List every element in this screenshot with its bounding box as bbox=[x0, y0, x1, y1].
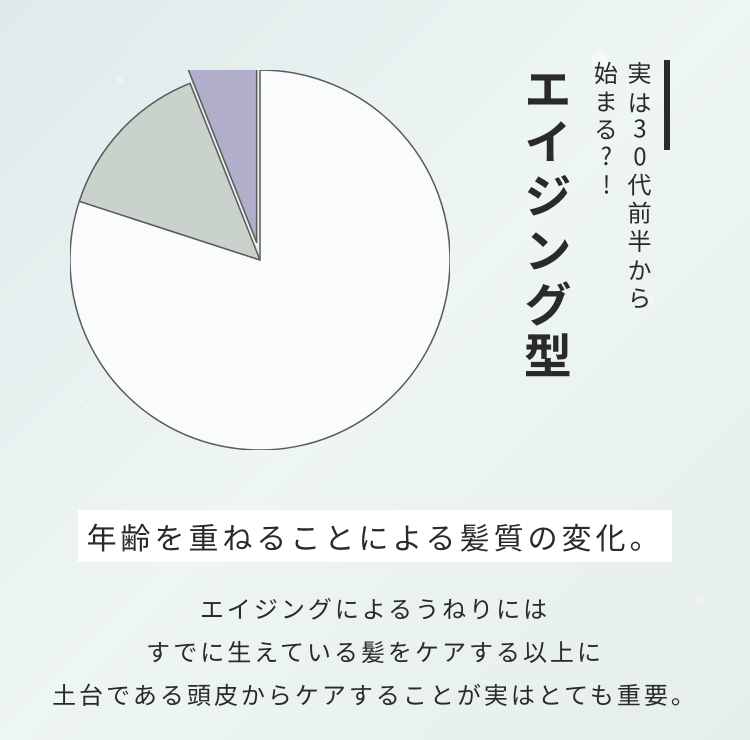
title-main: エイジング型 bbox=[513, 60, 583, 384]
title-block: 実は30代前半から 始まる?! エイジング型 bbox=[513, 60, 670, 384]
pie-chart bbox=[70, 70, 450, 450]
body-line: 土台である頭皮からケアすることが実はとても重要。 bbox=[0, 672, 750, 715]
body-lines: エイジングによるうねりにはすでに生えている髪をケアする以上に土台である頭皮からケ… bbox=[0, 586, 750, 716]
title-accent-bar bbox=[664, 60, 670, 150]
body-line: すでに生えている髪をケアする以上に bbox=[0, 629, 750, 672]
body-line: エイジングによるうねりには bbox=[0, 586, 750, 629]
body-headline: 年齢を重ねることによる髪質の変化。 bbox=[78, 510, 671, 562]
title-subtext: 実は30代前半から 始まる?! bbox=[589, 60, 656, 312]
body-text: 年齢を重ねることによる髪質の変化。 エイジングによるうねりにはすでに生えている髪… bbox=[0, 510, 750, 716]
